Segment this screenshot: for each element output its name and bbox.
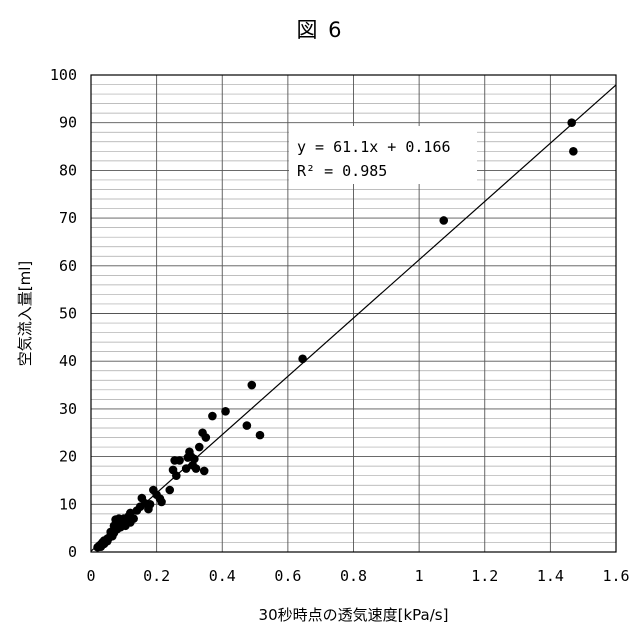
y-axis-title: 空気流入量[ml] bbox=[16, 261, 34, 366]
plot-frame bbox=[90, 74, 617, 553]
y-tick-label: 30 bbox=[59, 400, 77, 418]
data-point bbox=[145, 500, 155, 509]
y-tick-label: 60 bbox=[59, 257, 77, 275]
y-tick-label: 40 bbox=[59, 352, 77, 370]
data-points bbox=[93, 118, 578, 552]
x-tick-label: 0.2 bbox=[143, 567, 170, 585]
data-point bbox=[567, 118, 577, 127]
x-tick-label: 1.4 bbox=[537, 567, 564, 585]
data-point bbox=[190, 454, 199, 464]
y-tick-label: 20 bbox=[59, 448, 77, 466]
data-point bbox=[439, 216, 449, 225]
equation-box: y = 61.1x + 0.166 R² = 0.985 bbox=[289, 126, 477, 184]
x-axis-ticks: 0 0.2 0.4 0.6 0.8 1 1.2 1.4 1.6 bbox=[86, 567, 629, 585]
x-tick-label: 1.6 bbox=[602, 567, 629, 585]
data-point bbox=[165, 485, 175, 495]
x-axis-title: 30秒時点の透気速度[kPa/s] bbox=[259, 606, 449, 624]
x-tick-label: 1.2 bbox=[471, 567, 498, 585]
x-tick-label: 0.6 bbox=[274, 567, 301, 585]
data-point bbox=[199, 466, 209, 476]
data-point bbox=[201, 433, 211, 442]
y-axis-ticks: 0 10 20 30 40 50 60 70 80 90 100 bbox=[50, 66, 77, 561]
x-tick-label: 0.4 bbox=[209, 567, 236, 585]
y-tick-label: 100 bbox=[50, 66, 77, 84]
data-point bbox=[221, 406, 230, 416]
equation-box-background bbox=[289, 126, 477, 184]
y-tick-label: 80 bbox=[59, 161, 77, 179]
x-tick-label: 1 bbox=[415, 567, 424, 585]
y-tick-label: 10 bbox=[59, 495, 77, 513]
data-point bbox=[208, 411, 217, 421]
data-point bbox=[242, 421, 252, 430]
data-point bbox=[191, 464, 201, 473]
x-tick-label: 0 bbox=[86, 567, 95, 585]
data-point bbox=[129, 514, 138, 523]
figure-title: 図 6 bbox=[296, 18, 344, 42]
y-tick-label: 90 bbox=[59, 114, 77, 132]
data-point bbox=[298, 354, 307, 364]
data-point bbox=[175, 456, 184, 465]
x-tick-label: 0.8 bbox=[340, 567, 367, 585]
data-point bbox=[247, 380, 257, 390]
data-point bbox=[181, 464, 191, 473]
data-point bbox=[194, 442, 204, 452]
data-point bbox=[569, 147, 578, 156]
r-squared-label: R² = 0.985 bbox=[297, 162, 387, 180]
equation-label: y = 61.1x + 0.166 bbox=[297, 138, 451, 156]
y-tick-label: 70 bbox=[59, 209, 77, 227]
y-tick-label: 0 bbox=[68, 543, 77, 561]
data-point bbox=[255, 430, 265, 440]
data-point bbox=[172, 471, 181, 480]
data-point bbox=[157, 497, 166, 507]
y-tick-label: 50 bbox=[59, 305, 77, 323]
